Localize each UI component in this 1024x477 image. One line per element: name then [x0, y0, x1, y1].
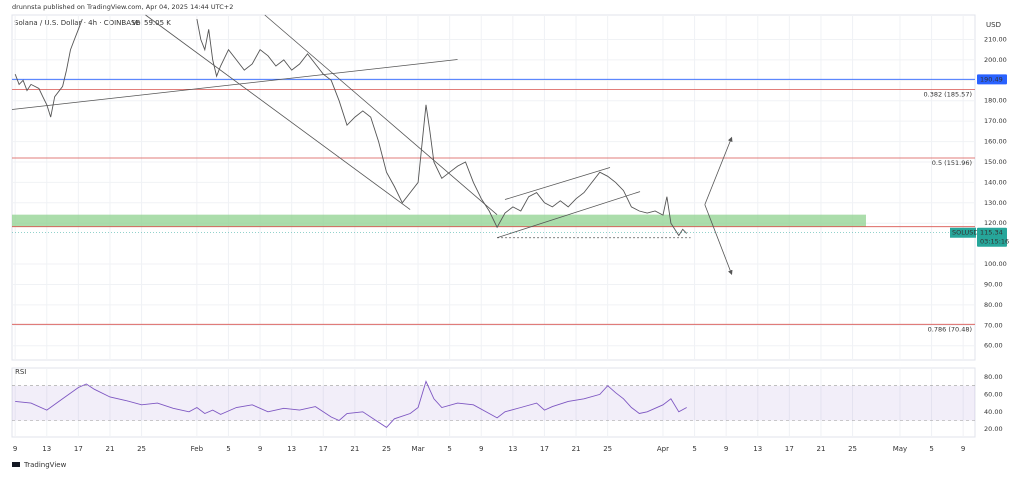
y-tick-label: 70.00	[984, 321, 1003, 329]
rsi-tick-label: 80.00	[984, 373, 1003, 381]
legend-title: Solana / U.S. Dollar · 4h · COINBASE	[14, 19, 140, 27]
last-price-label: 115.34	[980, 229, 1003, 237]
trendline	[264, 14, 498, 215]
x-tick-label: 9	[724, 445, 728, 453]
y-tick-label: 140.00	[984, 178, 1007, 186]
x-tick-label: 9	[479, 445, 483, 453]
symbol-tag	[950, 227, 976, 238]
price-tag	[977, 74, 1007, 85]
rsi-tick-label: 20.00	[984, 425, 1003, 433]
x-tick-label: 21	[572, 445, 581, 453]
x-tick-label: 9	[13, 445, 17, 453]
x-tick-label: 25	[382, 445, 391, 453]
y-tick-label: 170.00	[984, 117, 1007, 125]
x-tick-label: 5	[692, 445, 696, 453]
x-tick-label: 17	[785, 445, 794, 453]
price-line	[14, 18, 688, 237]
volume-label: Vol	[132, 19, 143, 27]
tv-logo	[12, 462, 20, 467]
published-note: drunnsta published on TradingView.com, A…	[12, 3, 233, 11]
rsi-line	[15, 380, 687, 428]
x-tick-label: Apr	[657, 445, 669, 453]
x-tick-label: 17	[540, 445, 549, 453]
y-tick-label: 80.00	[984, 301, 1003, 309]
y-tick-label: 150.00	[984, 158, 1007, 166]
x-tick-label: May	[893, 445, 907, 453]
rsi-pane	[11, 367, 976, 438]
rsi-band	[12, 385, 975, 421]
y-tick-label: 200.00	[984, 56, 1007, 64]
y-tick-label: 160.00	[984, 138, 1007, 146]
trendline	[11, 59, 458, 110]
trendline	[504, 167, 611, 200]
y-tick-label: 60.00	[984, 342, 1003, 350]
x-tick-label: 25	[137, 445, 146, 453]
support-zone	[12, 214, 866, 227]
countdown-label: 03:15:16	[980, 238, 1009, 246]
y-tick-label: 180.00	[984, 97, 1007, 105]
x-tick-label: 21	[105, 445, 114, 453]
price-pane	[11, 14, 976, 361]
x-tick-label: 25	[603, 445, 612, 453]
trendline	[704, 136, 733, 205]
y-tick-label: 90.00	[984, 280, 1003, 288]
rsi-tick-label: 40.00	[984, 408, 1003, 416]
y-tick-label: 130.00	[984, 199, 1007, 207]
fib-label: 0.5 (151.96)	[932, 159, 972, 167]
symbol-label: SOLUSD	[952, 229, 978, 237]
x-tick-label: 21	[816, 445, 825, 453]
x-tick-label: Mar	[411, 445, 424, 453]
x-tick-label: 13	[287, 445, 296, 453]
y-tick-label: 100.00	[984, 260, 1007, 268]
fib-label: 0.382 (185.57)	[924, 90, 973, 98]
last-price-tag	[977, 227, 1007, 247]
x-tick-label: 25	[848, 445, 857, 453]
x-tick-label: 21	[350, 445, 359, 453]
rsi-label: RSI	[15, 368, 26, 376]
x-tick-label: 9	[258, 445, 262, 453]
trendline	[145, 14, 411, 210]
x-tick-label: 17	[319, 445, 328, 453]
x-tick-label: Feb	[191, 445, 204, 453]
x-tick-label: 9	[961, 445, 965, 453]
y-tick-label: 210.00	[984, 35, 1007, 43]
x-tick-label: 5	[447, 445, 451, 453]
trendline	[704, 204, 733, 276]
x-tick-label: 17	[74, 445, 83, 453]
y-tick-label: 120.00	[984, 219, 1007, 227]
x-tick-label: 5	[929, 445, 933, 453]
brand: TradingView	[23, 461, 67, 469]
price-tag-label: 190.49	[980, 75, 1003, 83]
x-tick-label: 13	[753, 445, 762, 453]
volume-value: 59.05 K	[144, 19, 171, 27]
x-tick-label: 13	[508, 445, 517, 453]
rsi-tick-label: 60.00	[984, 390, 1003, 398]
trendline	[496, 191, 641, 239]
fib-label: 0.786 (70.48)	[928, 325, 972, 333]
x-tick-label: 13	[42, 445, 51, 453]
currency: USD	[986, 21, 1001, 29]
x-tick-label: 5	[226, 445, 230, 453]
